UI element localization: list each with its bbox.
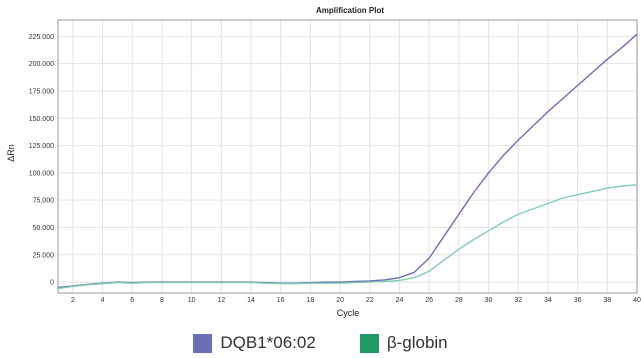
x-tick-label: 10	[188, 297, 196, 304]
legend-item-beta-globin: β-globin	[359, 333, 448, 353]
y-tick-label: 175.000	[29, 88, 54, 95]
y-tick-label: 100.000	[29, 170, 54, 177]
y-tick-label: 75.000	[33, 198, 55, 205]
x-tick-label: 30	[485, 297, 493, 304]
x-tick-label: 6	[130, 297, 134, 304]
y-tick-label: 0	[50, 280, 54, 287]
x-tick-label: 12	[217, 297, 225, 304]
x-tick-label: 18	[306, 297, 314, 304]
y-tick-label: 125.000	[29, 143, 54, 150]
x-tick-label: 28	[455, 297, 463, 304]
x-tick-label: 8	[160, 297, 164, 304]
chart-title: Amplification Plot	[316, 6, 384, 15]
legend-swatch-dqb1	[193, 333, 213, 353]
y-tick-label: 25.000	[33, 252, 55, 259]
y-tick-label: 150.000	[29, 116, 54, 123]
x-tick-label: 16	[277, 297, 285, 304]
y-tick-label: 225.000	[29, 34, 54, 41]
x-tick-label: 20	[336, 297, 344, 304]
legend-item-dqb1: DQB1*06:02	[193, 333, 316, 353]
legend-label-beta-globin: β-globin	[386, 333, 448, 352]
x-tick-label: 36	[574, 297, 582, 304]
series-line-beta-globin	[57, 184, 638, 290]
x-tick-label: 22	[366, 297, 374, 304]
y-axis-label: ΔRn	[6, 144, 16, 162]
legend-swatch-beta-globin	[359, 333, 379, 353]
plot-frame	[57, 19, 638, 294]
series-line-dqb1	[57, 33, 638, 289]
x-axis-label: Cycle	[337, 308, 360, 318]
y-tick-label: 200.000	[29, 61, 54, 68]
grid-lines	[58, 20, 638, 293]
x-tick-label: 32	[514, 297, 522, 304]
x-tick-label: 24	[396, 297, 404, 304]
x-tick-label: 2	[71, 297, 75, 304]
legend: DQB1*06:02 β-globin	[0, 333, 641, 353]
series-lines	[57, 33, 638, 290]
y-tick-label: 50.000	[33, 225, 55, 232]
x-tick-label: 4	[101, 297, 105, 304]
x-tick-label: 34	[544, 297, 552, 304]
x-tick-label: 40	[633, 297, 641, 304]
x-tick-label: 38	[603, 297, 611, 304]
legend-label-dqb1: DQB1*06:02	[220, 333, 316, 352]
axis-ticks: 2 4 6 8 10 12 14 16 18 20 22 24 26 28 30 32 34 36 38 40025.…	[29, 34, 641, 304]
x-tick-label: 26	[425, 297, 433, 304]
amplification-plot: Amplification Plot 2 4 6 8 10 12 14 16 18 20 22 24 2…	[6, 6, 641, 318]
x-tick-label: 14	[247, 297, 255, 304]
